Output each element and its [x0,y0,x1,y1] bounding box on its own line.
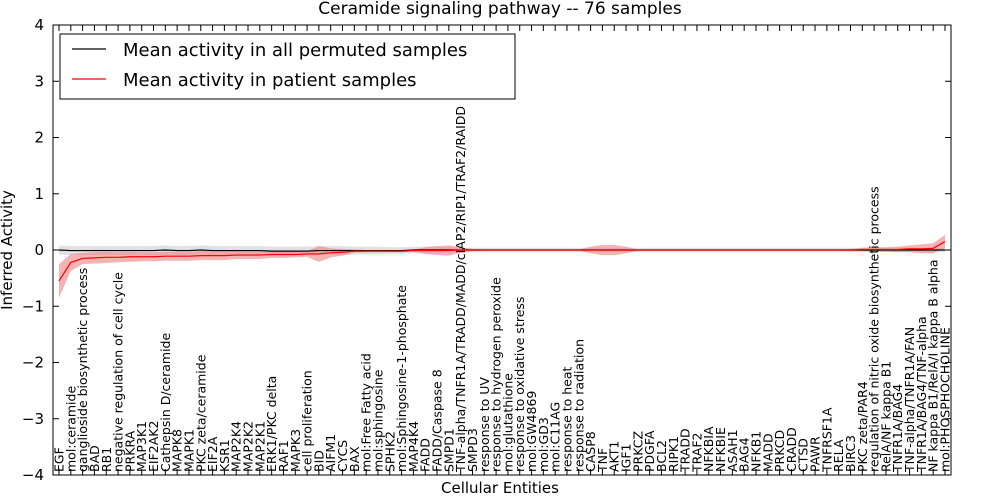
x-axis-label: Cellular Entities [441,479,559,497]
x-tick-label: RelA/NF kappa B1 [878,361,893,472]
x-tick-label: ASAH1 [725,429,740,472]
x-tick-label: SPHK2 [382,431,397,472]
x-tick-label: ganglioside biosynthetic process [75,268,90,472]
x-tick-label: NF kappa B1/RelA/I kappa B alpha [926,259,941,472]
y-axis: −4 −3 −2 −1 0 1 2 3 4 [22,16,951,484]
x-tick-label: MADD [760,433,775,472]
x-tick-label: CYCS [335,440,350,472]
x-tick-label: AIFM1 [323,434,338,472]
chart-title: Ceramide signaling pathway -- 76 samples [318,0,682,19]
x-tick-label: response to hydrogen peroxide [489,277,504,472]
x-tick-label: cell proliferation [300,370,315,472]
x-tick-label: mol:C11AG [548,402,563,472]
x-tick-label: response to radiation [571,339,586,472]
x-tick-label: TNFRSF1A [819,407,834,473]
x-tick-label: AKT1 [607,441,622,472]
legend-label-patient: Mean activity in patient samples [123,70,417,91]
x-tick-label: PKC zeta/ceramide [193,354,208,472]
x-tick-label: PRKRA [122,430,137,472]
x-tick-label: EGF [52,447,67,472]
x-tick-label: mol:Free Fatty acid [359,353,374,472]
x-tick-label: mol:Sphingosine-1-phosphate [394,285,409,472]
x-tick-label: BID [311,450,326,472]
x-tick-label: MAP2K2 [241,421,256,472]
x-tick-label: NFKBIA [701,426,716,472]
x-tick-label: mol:GW4869 [524,391,539,472]
x-tick-label: PKC zeta/PAR4 [855,381,870,472]
x-tick-label: TNFR1A/BAG4 [890,384,905,473]
y-axis-label: Inferred Activity [0,190,16,310]
x-tick-label: PRKCD [772,430,787,472]
x-tick-label: RB1 [99,447,114,472]
x-tick-label: PRKCZ [630,431,645,472]
x-tick-label: SMPD3 [465,428,480,472]
x-tick-label: MAP2K1 [252,421,267,472]
x-tick-label: mol:sphingosine [370,369,385,472]
x-tick-label: MAP3K1 [134,421,149,472]
x-tick-label: mol:PHOSPHOCHOLINE [938,327,953,472]
x-tick-label: EIF2A [205,436,220,472]
x-tick-label: CASP8 [583,431,598,472]
x-tick-label: response to oxidative stress [512,297,527,472]
legend-box [59,33,516,100]
y-tick-label: 2 [34,129,44,147]
x-tick-label: MAP4K4 [406,421,421,472]
x-tick-label: response to heat [559,366,574,472]
x-tick-label: RELA [831,439,846,472]
x-tick-label: CTSD [796,438,811,472]
y-tick-label: −3 [22,410,44,428]
x-tick-label: negative regulation of cell cycle [111,272,126,472]
x-tick-label: SMPD1 [441,428,456,472]
x-tick-label: ERK1/PKC delta [264,376,279,472]
x-tick-label: BAD [87,445,102,472]
x-tick-label: TRAF2 [689,432,704,473]
x-tick-label: MAPK8 [170,429,185,472]
x-tick-label: TNFR1A/BAG4/TNF-alpha [914,316,929,473]
x-tick-label: EIF2AK2 [146,421,161,472]
y-tick-label: −4 [22,466,44,484]
series-line-patient [58,241,946,282]
x-tick-label: Cathepsin D/ceramide [158,332,173,472]
x-tick-label: BIRC3 [843,435,858,472]
legend-label-permuted: Mean activity in all permuted samples [123,40,467,61]
x-tick-label: BCL2 [654,440,669,472]
x-tick-label: MAPK1 [181,429,196,472]
x-tick-label: MAPK3 [288,429,303,472]
x-tick-label: mol:GD3 [536,417,551,472]
y-tick-label: 3 [34,72,44,90]
x-tick-label: NFKBIE [713,427,728,472]
x-tick-label: FADD [418,438,433,472]
y-tick-label: 1 [34,185,44,203]
x-tick-label: MAP2K4 [229,421,244,472]
y-tick-label: 4 [34,16,44,34]
x-tick-label: BAG4 [737,437,752,472]
x-tick-label: RAF1 [276,440,291,472]
y-tick-label: 0 [34,241,44,259]
x-tick-label: PDGFA [642,430,657,472]
x-tick-label: BAX [347,446,362,472]
x-tick-label: TNF-alpha/TNFR1A/FAN [902,327,917,473]
x-tick-label: IGF1 [619,443,634,472]
y-tick-label: −1 [22,297,44,315]
x-tick-label: RIPK1 [666,436,681,472]
x-tick-label: response to UV [477,377,492,472]
x-tick-label: TRADD [678,428,693,473]
x-tick-label: regulation of nitric oxide biosynthetic … [867,186,882,472]
x-tick-label: TNF-alpha/TNFR1A/TRADD/MADD/cIAP2/RIP1/T… [453,106,468,473]
x-tick-label: NFKB1 [748,431,763,472]
x-tick-label: mol:ceramide [63,386,78,472]
x-tick-label: KSR1 [217,439,232,472]
x-tick-label: TNF [595,448,610,473]
series-lines [58,241,946,282]
x-tick-label: FADD/Caspase 8 [430,369,445,472]
legend: Mean activity in all permuted samples Me… [59,33,516,100]
x-tick-label: mol:glutathione [500,373,515,472]
x-tick-label: PAWR [808,436,823,472]
y-tick-label: −2 [22,354,44,372]
x-tick-label: CRADD [784,427,799,472]
